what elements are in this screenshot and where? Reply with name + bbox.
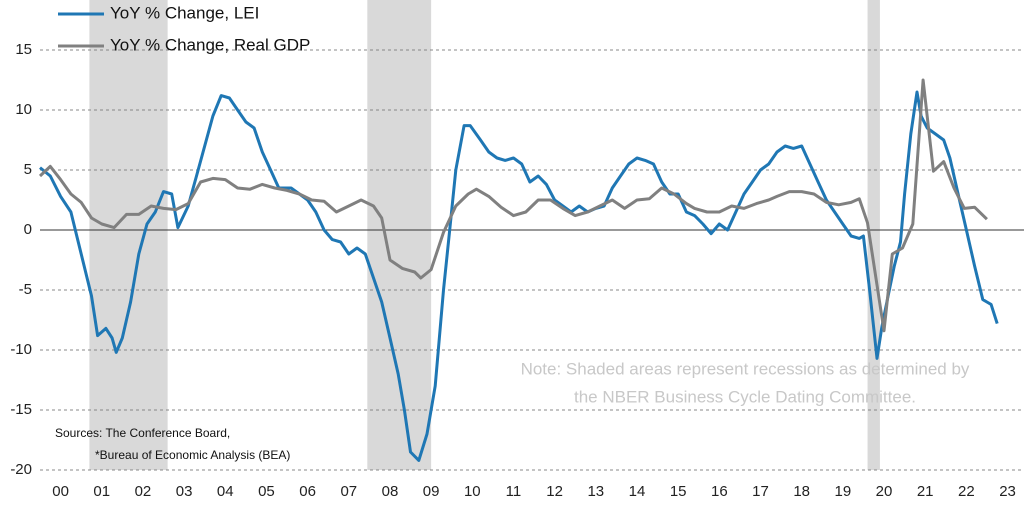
x-tick-label: 21 [917, 483, 934, 500]
recession-band [367, 0, 432, 470]
y-tick-label: 5 [24, 161, 32, 178]
note: Note: Shaded areas represent recessions … [521, 359, 970, 378]
y-tick-label: -5 [19, 281, 32, 298]
recession-band [89, 0, 168, 470]
y-tick-label: 0 [24, 221, 32, 238]
x-tick-label: 03 [176, 483, 193, 500]
x-tick-label: 01 [93, 483, 110, 500]
x-tick-label: 17 [752, 483, 769, 500]
x-tick-label: 08 [382, 483, 399, 500]
x-tick-label: 07 [340, 483, 357, 500]
y-tick-label: -20 [10, 461, 32, 478]
x-tick-label: 13 [587, 483, 604, 500]
note: the NBER Business Cycle Dating Committee… [574, 387, 916, 406]
x-tick-label: 12 [546, 483, 563, 500]
x-tick-label: 22 [958, 483, 975, 500]
x-tick-label: 14 [629, 483, 646, 500]
y-tick-label: -15 [10, 401, 32, 418]
x-tick-label: 09 [423, 483, 440, 500]
x-tick-label: 23 [999, 483, 1016, 500]
y-tick-label: 15 [15, 41, 32, 58]
y-tick-label: -10 [10, 341, 32, 358]
series-line [39, 90, 999, 462]
legend-label: YoY % Change, LEI [110, 3, 259, 22]
legend-label: YoY % Change, Real GDP [110, 35, 310, 54]
x-tick-label: 20 [876, 483, 893, 500]
x-tick-label: 06 [299, 483, 316, 500]
x-tick-label: 05 [258, 483, 275, 500]
y-tick-label: 10 [15, 101, 32, 118]
x-tick-label: 11 [506, 483, 522, 500]
series-line [38, 78, 988, 333]
source: Sources: The Conference Board, [55, 426, 230, 440]
x-tick-label: 02 [135, 483, 152, 500]
x-tick-label: 15 [670, 483, 687, 500]
x-tick-label: 10 [464, 483, 481, 500]
x-tick-label: 00 [52, 483, 69, 500]
x-tick-label: 19 [835, 483, 852, 500]
x-tick-label: 16 [711, 483, 728, 500]
x-tick-label: 04 [217, 483, 234, 500]
source: *Bureau of Economic Analysis (BEA) [95, 448, 290, 462]
x-tick-label: 18 [793, 483, 810, 500]
